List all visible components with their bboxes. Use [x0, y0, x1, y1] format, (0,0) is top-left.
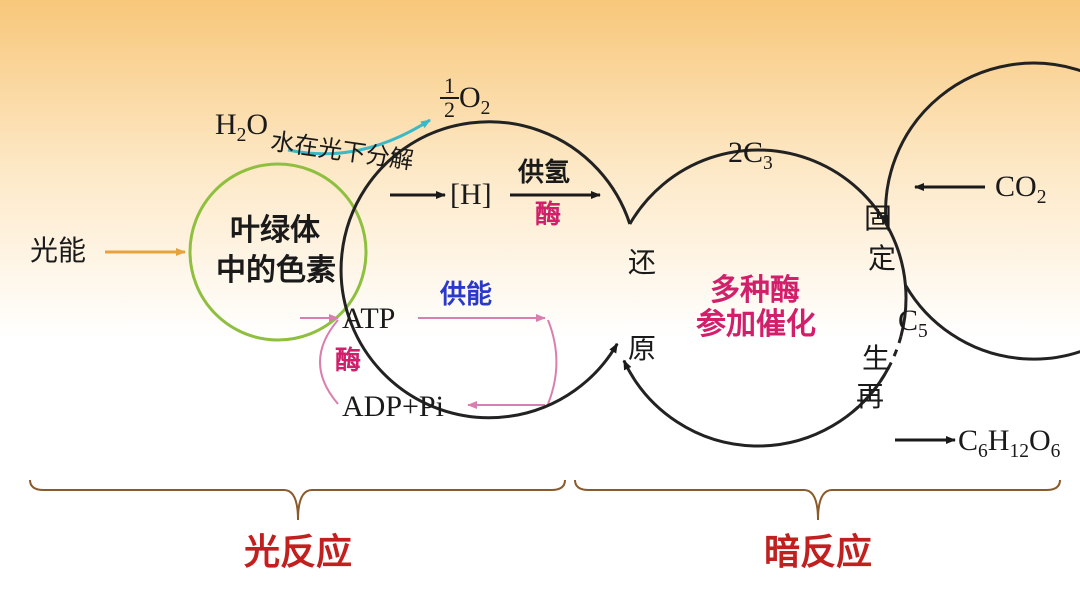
label-reduce-1: 还 [628, 250, 656, 278]
label-atp: ATP [342, 304, 395, 334]
label-light-reaction: 光反应 [244, 534, 352, 570]
label-regen-1: 生 [862, 346, 890, 374]
label-half-o2: 1 2 O2 [440, 75, 490, 121]
label-glucose: C6H12O6 [958, 426, 1060, 456]
label-enzyme-h: 酶 [535, 202, 561, 228]
label-regen-2: 再 [856, 384, 884, 412]
label-reduce-2: 原 [628, 336, 656, 364]
label-2c3: 2C3 [728, 138, 773, 168]
label-enzyme-atp: 酶 [335, 348, 361, 374]
label-chloroplast-1: 叶绿体 [230, 216, 320, 246]
label-adp-pi: ADP+Pi [342, 392, 444, 422]
label-cycle-center-1: 多种酶 [710, 276, 800, 306]
label-co2: CO2 [995, 172, 1046, 202]
label-cycle-center-2: 参加催化 [696, 310, 816, 340]
label-chloroplast-2: 中的色素 [216, 256, 336, 286]
label-h2o: H2O [215, 110, 268, 140]
label-fix-2: 定 [868, 246, 896, 274]
label-dark-reaction: 暗反应 [764, 534, 872, 570]
label-supply-energy: 供能 [440, 282, 492, 308]
diagram-stage: 光能叶绿体中的色素H2O水在光下分解 1 2 O2[H]供氢酶ATP供能ADP+… [0, 0, 1080, 615]
label-fix-1: 固 [864, 206, 892, 234]
label-supply-h: 供氢 [518, 160, 570, 186]
label-H: [H] [450, 180, 492, 210]
label-c5: C5 [898, 306, 928, 336]
label-light-energy: 光能 [30, 238, 86, 266]
